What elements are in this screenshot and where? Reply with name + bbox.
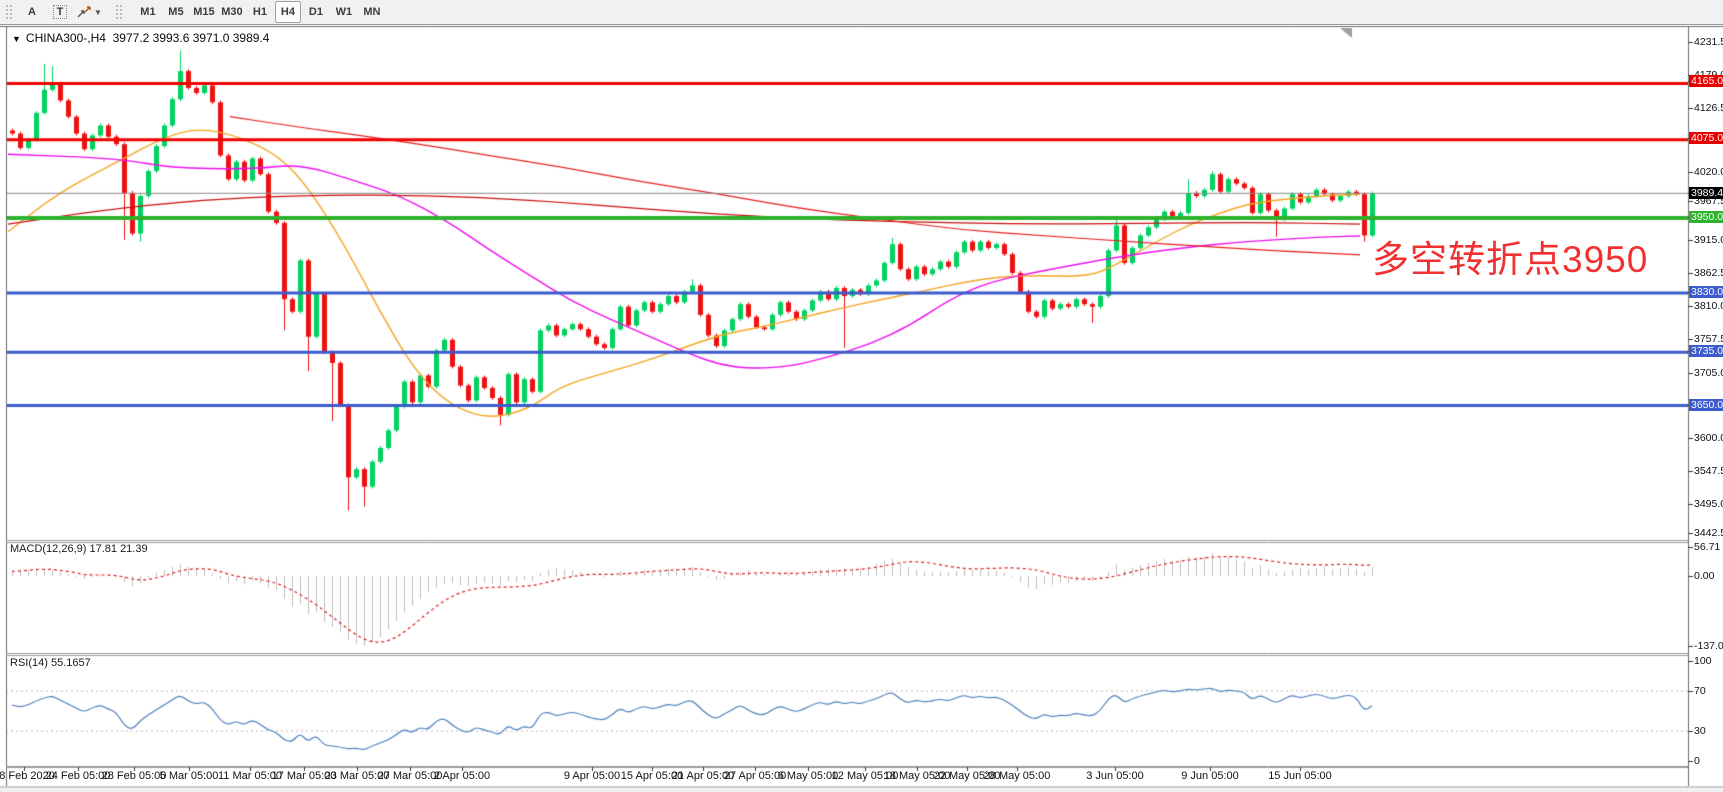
price-tick-label: 4126.5: [1694, 102, 1723, 114]
price-tick-label: 3757.5: [1694, 333, 1723, 345]
arrows-icon: [77, 6, 91, 18]
symbol-dropdown-icon[interactable]: ▼: [12, 34, 21, 44]
date-tick-label: 11 Mar 05:00: [217, 770, 283, 782]
macd-name: MACD(12,26,9): [10, 543, 87, 555]
timeframe-button-m30[interactable]: M30: [221, 6, 243, 18]
timeframe-button-d1[interactable]: D1: [308, 6, 323, 18]
date-tick-label: 15 Apr 05:00: [620, 770, 684, 782]
chart-title: ▼ CHINA300-,H4 3977.2 3993.6 3971.0 3989.…: [12, 31, 269, 45]
timeframe-button-h4[interactable]: H4: [274, 1, 301, 23]
toolbar: A T ▼ M1 M5 M15 M30 H1 H4 D1 W1 MN: [0, 0, 1723, 25]
date-tick-label: 12 May 05:00: [831, 770, 899, 782]
price-tick-label: 0: [1694, 755, 1700, 767]
date-tick-label: 18 Feb 2020: [0, 770, 55, 782]
date-tick-label: 23 Mar 05:00: [324, 770, 390, 782]
date-tick-label: 27 Apr 05:00: [723, 770, 787, 782]
ohlc-readout: 3977.2 3993.6 3971.0 3989.4: [112, 31, 270, 45]
text-label-button[interactable]: A: [28, 6, 36, 18]
rsi-name: RSI(14): [10, 657, 48, 669]
price-tick-label: -137.01: [1694, 640, 1723, 652]
price-tick-label: 4231.5: [1694, 36, 1723, 48]
toolbar-grip-icon[interactable]: [4, 3, 14, 21]
textbox-icon: T: [52, 5, 68, 19]
chevron-down-icon: ▼: [94, 7, 102, 17]
price-badge: 3830.0: [1689, 286, 1723, 298]
timeframe-button-group: M1 M5 M15 M30 H1 H4 D1 W1 MN: [134, 1, 386, 23]
timeframe-toolbar-grip-icon[interactable]: [113, 3, 124, 21]
timeframe-button-w1[interactable]: W1: [335, 6, 353, 18]
date-tick-label: 5 Mar 05:00: [159, 770, 219, 782]
timeframe-button-h1[interactable]: H1: [252, 6, 267, 18]
timeframe-button-m15[interactable]: M15: [193, 6, 215, 18]
date-tick-label: 24 Feb 05:00: [45, 770, 111, 782]
status-strip: [0, 787, 1723, 792]
price-tick-label: 70: [1694, 685, 1706, 697]
price-tick-label: 0.00: [1694, 570, 1715, 582]
price-badge: 4165.0: [1689, 75, 1723, 87]
date-tick-label: 28 Feb 05:00: [101, 770, 167, 782]
price-badge: 3950.0: [1689, 211, 1723, 223]
rsi-value: 55.1657: [50, 657, 91, 669]
date-tick-label: 9 Apr 05:00: [563, 770, 621, 782]
price-badge: 3989.4: [1689, 187, 1723, 199]
price-badge: 4075.0: [1689, 132, 1723, 144]
chart-window: ▼ CHINA300-,H4 3977.2 3993.6 3971.0 3989.…: [0, 25, 1723, 792]
macd-values: 17.81 21.39: [89, 543, 148, 555]
date-tick-label: 9 Jun 05:00: [1181, 770, 1239, 782]
price-tick-label: 30: [1694, 725, 1706, 737]
price-badge: 3735.0: [1689, 345, 1723, 357]
timeframe-button-m5[interactable]: M5: [168, 6, 184, 18]
macd-indicator-label: MACD(12,26,9) 17.81 21.39: [10, 543, 148, 555]
timeframe-button-mn[interactable]: MN: [363, 6, 381, 18]
price-tick-label: 3495.0: [1694, 498, 1723, 510]
price-tick-label: 56.71: [1694, 541, 1721, 553]
date-tick-label: 2 Apr 05:00: [433, 770, 491, 782]
price-tick-label: 3547.5: [1694, 465, 1723, 477]
date-tick-label: 18 May 05:00: [883, 770, 951, 782]
price-tick-label: 100: [1694, 655, 1712, 667]
textbox-button[interactable]: T: [47, 1, 73, 23]
date-tick-label: 21 Apr 05:00: [671, 770, 735, 782]
price-tick-label: 3705.0: [1694, 367, 1723, 379]
price-tick-label: 3810.0: [1694, 300, 1723, 312]
chart-canvas[interactable]: [0, 25, 1723, 792]
date-tick-label: 15 Jun 05:00: [1268, 770, 1332, 782]
symbol-timeframe-label: CHINA300-,H4: [25, 31, 106, 45]
price-tick-label: 3862.5: [1694, 267, 1723, 279]
date-tick-label: 27 Mar 05:00: [377, 770, 443, 782]
timeframe-button-m1[interactable]: M1: [140, 6, 156, 18]
date-tick-label: 28 May 05:00: [983, 770, 1051, 782]
date-tick-label: 3 Jun 05:00: [1086, 770, 1144, 782]
date-tick-label: 6 May 05:00: [777, 770, 839, 782]
price-badge: 3650.0: [1689, 399, 1723, 411]
draw-arrows-button[interactable]: ▼: [75, 1, 103, 23]
price-tick-label: 4020.0: [1694, 166, 1723, 178]
price-tick-label: 3442.5: [1694, 527, 1723, 539]
price-tick-label: 3600.0: [1694, 432, 1723, 444]
price-tick-label: 3915.0: [1694, 234, 1723, 246]
rsi-indicator-label: RSI(14) 55.1657: [10, 657, 91, 669]
annotation-text: 多空转折点3950: [1372, 239, 1649, 280]
date-tick-label: 17 Mar 05:00: [271, 770, 337, 782]
date-tick-label: 22 May 05:00: [933, 770, 1001, 782]
